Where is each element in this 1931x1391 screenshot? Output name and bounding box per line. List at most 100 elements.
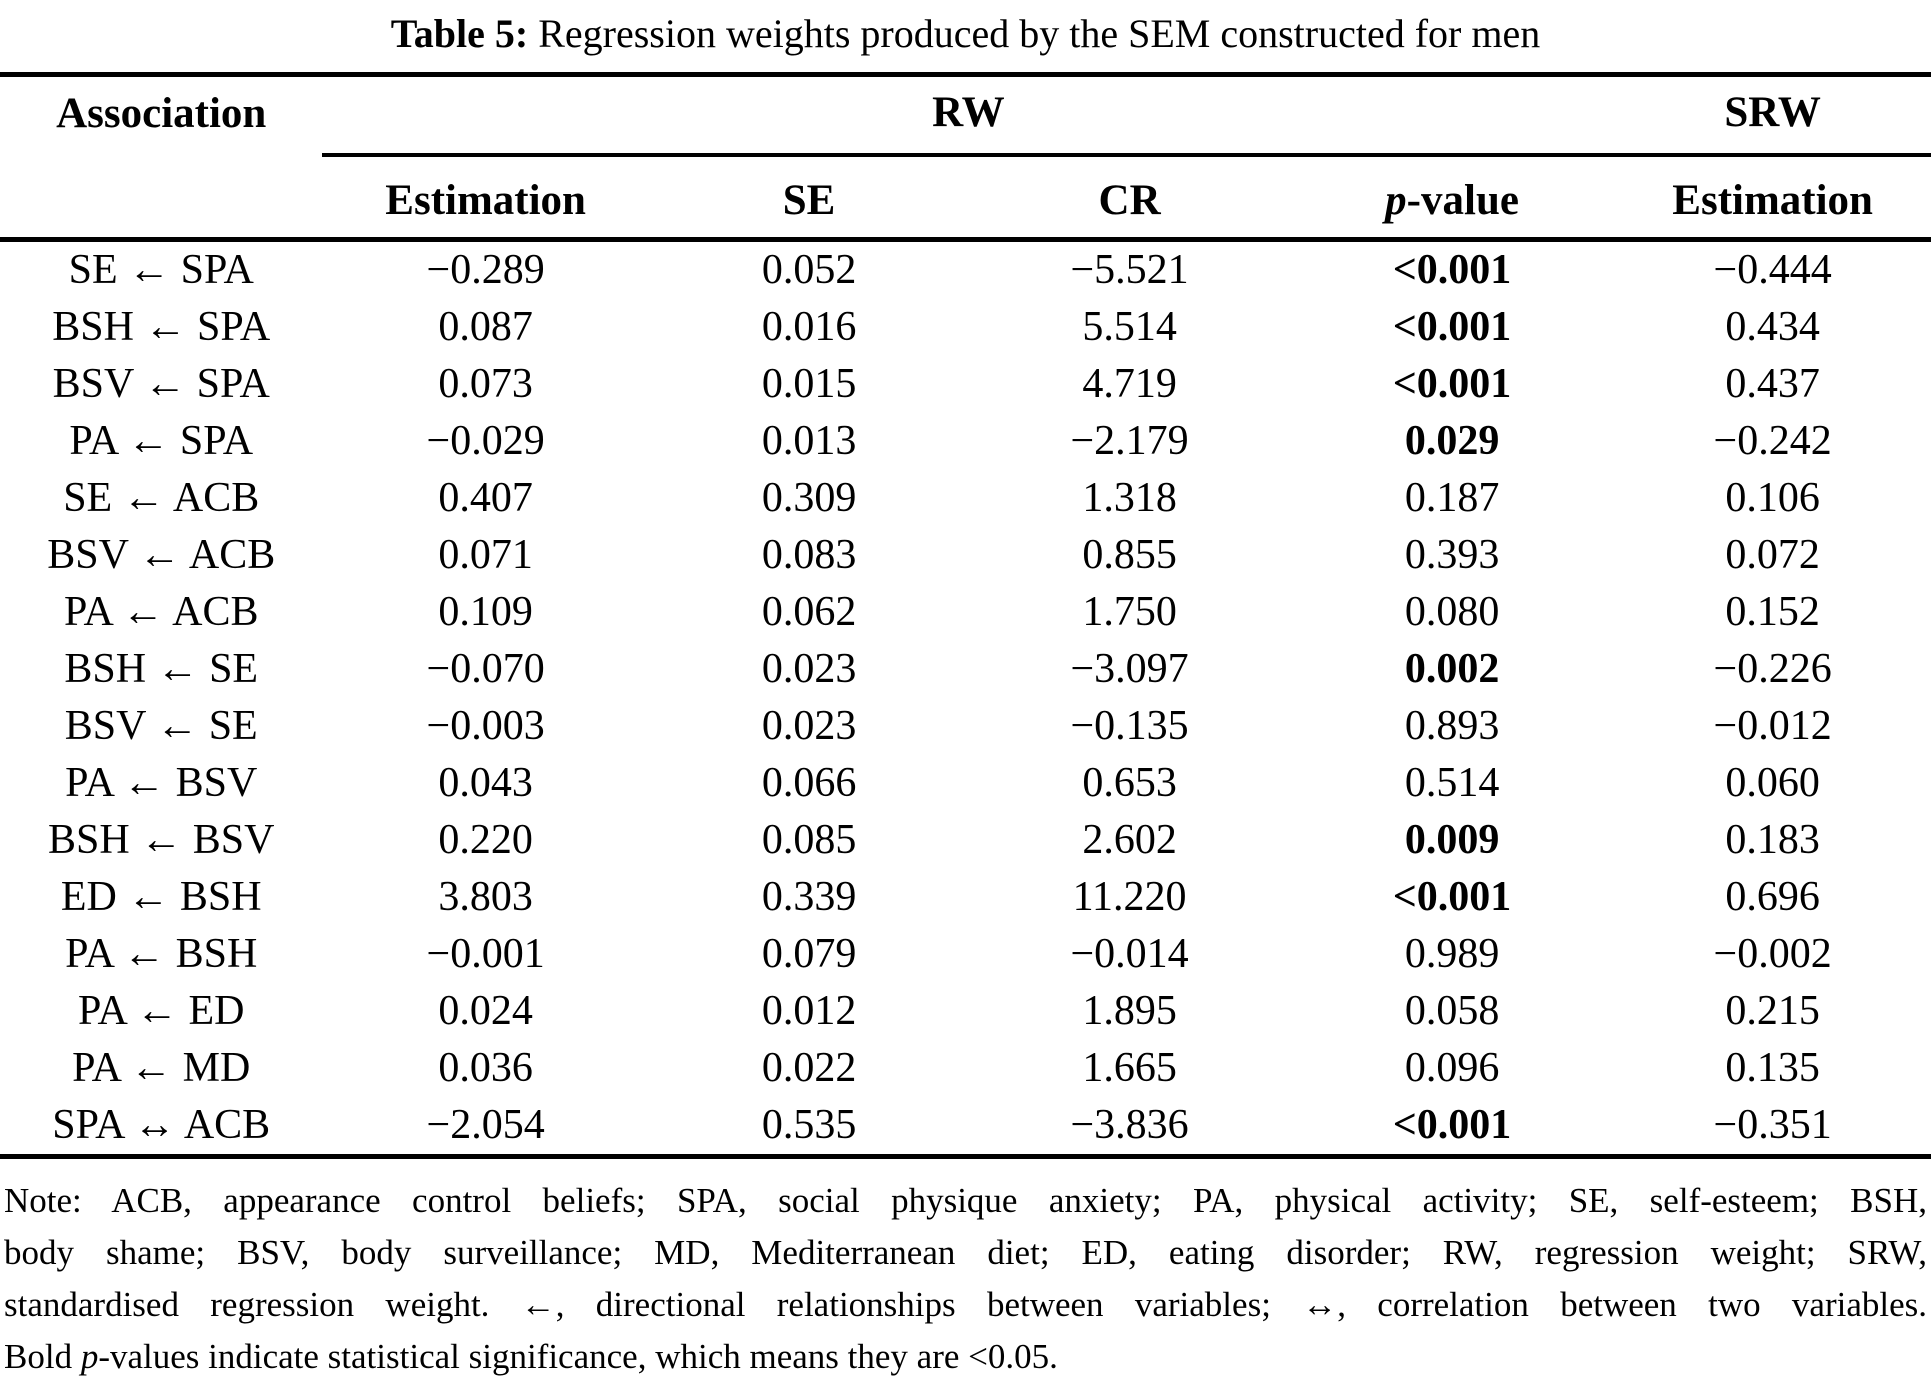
table-row: BSV ← SPA 0.073 0.015 4.719 <0.001 0.437 bbox=[0, 356, 1931, 413]
cr-cell: 1.750 bbox=[1082, 589, 1177, 635]
se-cell: 0.012 bbox=[761, 988, 857, 1034]
table-row: BSV ← ACB 0.071 0.083 0.855 0.393 0.072 bbox=[0, 527, 1931, 584]
association-cell: BSH ← SE bbox=[64, 646, 259, 692]
sub-header-row: Estimation SE CR p-value Estimation bbox=[0, 155, 1931, 242]
p-cell: 0.002 bbox=[1404, 646, 1500, 692]
table-caption: Regression weights produced by the SEM c… bbox=[538, 11, 1541, 56]
p-value-italic-p: p bbox=[1385, 177, 1407, 224]
col-header-blank bbox=[0, 155, 323, 242]
p-cell: 0.058 bbox=[1404, 988, 1500, 1034]
cr-cell: 4.719 bbox=[1082, 361, 1177, 407]
cr-cell: 0.855 bbox=[1082, 532, 1177, 578]
p-cell: 0.080 bbox=[1404, 589, 1500, 635]
srw-cell: −0.012 bbox=[1713, 703, 1832, 749]
se-cell: 0.022 bbox=[761, 1045, 857, 1091]
p-cell: 0.096 bbox=[1404, 1045, 1500, 1091]
estimation-cell: 3.803 bbox=[438, 874, 533, 920]
note-line-4-post: -values indicate statistical significanc… bbox=[98, 1337, 1058, 1376]
table-row: BSV ← SE −0.003 0.023 −0.135 0.893 −0.012 bbox=[0, 698, 1931, 755]
srw-cell: −0.226 bbox=[1713, 646, 1832, 692]
col-header-association: Association bbox=[56, 90, 267, 137]
estimation-cell: −0.003 bbox=[426, 703, 545, 749]
p-cell: <0.001 bbox=[1392, 874, 1512, 920]
srw-cell: 0.434 bbox=[1725, 304, 1820, 350]
association-cell: SPA ↔ ACB bbox=[0, 1097, 323, 1159]
srw-cell: −0.002 bbox=[1713, 931, 1832, 977]
estimation-cell: 0.071 bbox=[438, 532, 533, 578]
table-row: BSH ← BSV 0.220 0.085 2.602 0.009 0.183 bbox=[0, 812, 1931, 869]
table-row: ED ← BSH 3.803 0.339 11.220 <0.001 0.696 bbox=[0, 869, 1931, 926]
association-cell: BSH ← SPA bbox=[52, 304, 271, 350]
table-number-label: Table 5: bbox=[390, 11, 529, 56]
regression-weights-table: Association RW SRW Estimation SE CR p-va… bbox=[0, 72, 1931, 1159]
col-header-cr: CR bbox=[969, 155, 1290, 242]
se-cell: 0.083 bbox=[761, 532, 857, 578]
se-cell: 0.309 bbox=[761, 475, 857, 521]
p-cell: <0.001 bbox=[1289, 1097, 1615, 1159]
note-line-4-italic-p: p bbox=[80, 1337, 99, 1376]
estimation-cell: 0.036 bbox=[438, 1045, 533, 1091]
note-line-4: Bold p-values indicate statistical signi… bbox=[4, 1331, 1927, 1383]
association-cell: PA ← ED bbox=[77, 988, 245, 1034]
srw-cell: 0.135 bbox=[1725, 1045, 1820, 1091]
table-row: BSH ← SPA 0.087 0.016 5.514 <0.001 0.434 bbox=[0, 299, 1931, 356]
cr-cell: −0.135 bbox=[1070, 703, 1189, 749]
col-header-se: SE bbox=[648, 155, 970, 242]
cr-cell: −2.179 bbox=[1070, 418, 1189, 464]
p-cell: <0.001 bbox=[1392, 247, 1512, 293]
se-cell: 0.013 bbox=[761, 418, 857, 464]
srw-cell: 0.060 bbox=[1725, 760, 1820, 806]
col-header-p-value: p-value bbox=[1289, 155, 1615, 242]
table-body: SE ← SPA −0.289 0.052 −5.521 <0.001 −0.444 BSH… bbox=[0, 240, 1931, 1159]
p-cell: 0.393 bbox=[1404, 532, 1500, 578]
srw-cell: 0.696 bbox=[1725, 874, 1820, 920]
association-cell: ED ← BSH bbox=[60, 874, 262, 920]
se-cell: 0.016 bbox=[761, 304, 857, 350]
estimation-cell: 0.087 bbox=[438, 304, 533, 350]
estimation-cell: −2.054 bbox=[322, 1097, 649, 1159]
note-line-2: body shame; BSV, body surveillance; MD, … bbox=[4, 1233, 1927, 1272]
srw-cell: 0.072 bbox=[1725, 532, 1820, 578]
se-cell: 0.066 bbox=[761, 760, 857, 806]
estimation-cell: −0.070 bbox=[426, 646, 545, 692]
srw-cell: −0.351 bbox=[1614, 1097, 1931, 1159]
table-row: PA ← ED 0.024 0.012 1.895 0.058 0.215 bbox=[0, 983, 1931, 1040]
table-row: SE ← SPA −0.289 0.052 −5.521 <0.001 −0.444 bbox=[0, 240, 1931, 300]
group-header-row: Association RW SRW bbox=[0, 74, 1931, 157]
table-row: PA ← ACB 0.109 0.062 1.750 0.080 0.152 bbox=[0, 584, 1931, 641]
p-cell: 0.009 bbox=[1404, 817, 1500, 863]
table-note: Note: ACB, appearance control beliefs; S… bbox=[0, 1159, 1931, 1383]
association-cell: SE ← ACB bbox=[63, 475, 260, 521]
p-cell: 0.187 bbox=[1404, 475, 1500, 521]
p-value-rest: -value bbox=[1406, 177, 1519, 224]
se-cell: 0.085 bbox=[761, 817, 857, 863]
cr-cell: 1.895 bbox=[1082, 988, 1177, 1034]
table-row: PA ← MD 0.036 0.022 1.665 0.096 0.135 bbox=[0, 1040, 1931, 1097]
association-cell: PA ← BSV bbox=[65, 760, 258, 806]
srw-cell: −0.242 bbox=[1713, 418, 1832, 464]
cr-cell: 2.602 bbox=[1082, 817, 1177, 863]
table-row: PA ← BSH −0.001 0.079 −0.014 0.989 −0.002 bbox=[0, 926, 1931, 983]
se-cell: 0.023 bbox=[761, 646, 857, 692]
association-cell: PA ← BSH bbox=[65, 931, 258, 977]
table-row: SPA ↔ ACB −2.054 0.535 −3.836 <0.001 −0.351 bbox=[0, 1097, 1931, 1159]
se-cell: 0.052 bbox=[761, 247, 857, 293]
cr-cell: 0.653 bbox=[1082, 760, 1177, 806]
cr-cell: 1.665 bbox=[1082, 1045, 1177, 1091]
association-cell: BSV ← SE bbox=[64, 703, 258, 749]
estimation-cell: −0.029 bbox=[426, 418, 545, 464]
se-cell: 0.062 bbox=[761, 589, 857, 635]
table-row: BSH ← SE −0.070 0.023 −3.097 0.002 −0.226 bbox=[0, 641, 1931, 698]
association-cell: BSH ← BSV bbox=[48, 817, 275, 863]
p-cell: 0.989 bbox=[1404, 931, 1500, 977]
association-cell: BSV ← ACB bbox=[47, 532, 276, 578]
estimation-cell: −0.289 bbox=[426, 247, 545, 293]
srw-cell: 0.437 bbox=[1725, 361, 1820, 407]
se-cell: 0.015 bbox=[761, 361, 857, 407]
estimation-cell: 0.407 bbox=[438, 475, 533, 521]
p-cell: 0.893 bbox=[1404, 703, 1500, 749]
p-cell: 0.029 bbox=[1404, 418, 1500, 464]
col-header-srw-group: SRW bbox=[1614, 74, 1931, 157]
cr-cell: −0.014 bbox=[1070, 931, 1189, 977]
